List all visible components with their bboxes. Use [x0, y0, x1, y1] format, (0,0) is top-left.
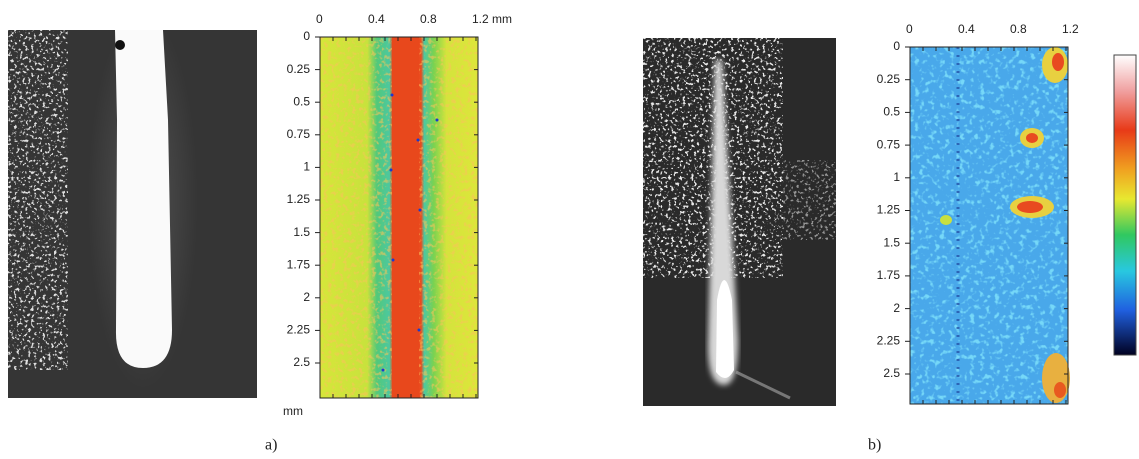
y-tick-label: 2 — [893, 301, 900, 315]
x-tick-label: 1.2 mm — [472, 12, 512, 26]
y-tick-label: 2.5 — [883, 366, 900, 380]
y-tick-label: 0.75 — [287, 127, 311, 141]
y-tick-label: 1.25 — [877, 203, 901, 217]
y-tick-label: 0.75 — [877, 137, 901, 151]
y-tick-label: 2.5 — [293, 355, 310, 369]
panel-caption: b) — [868, 437, 881, 454]
y-tick-label: 1 — [893, 170, 900, 184]
y-tick-label: 0.25 — [287, 62, 311, 76]
y-tick-label: 0 — [893, 39, 900, 53]
x-tick-label: 0.4 — [368, 12, 385, 26]
y-tick-label: 1.25 — [287, 192, 311, 206]
y-tick-label: 1.75 — [877, 268, 901, 282]
y-tick-label: 1.5 — [293, 225, 310, 239]
y-tick-label: 1.75 — [287, 257, 311, 271]
y-tick-label: 0.5 — [293, 94, 310, 108]
y-tick-label: 2.25 — [877, 333, 901, 347]
x-tick-label: 0 — [316, 12, 323, 26]
x-tick-label: 0 — [906, 22, 913, 36]
axis-unit: mm — [283, 404, 303, 418]
y-tick-label: 0 — [303, 29, 310, 43]
height-map-a — [319, 36, 479, 399]
y-tick-label: 2 — [303, 290, 310, 304]
colorbar — [1113, 54, 1137, 356]
hot-spots — [940, 47, 1070, 403]
micrograph-b — [643, 38, 836, 406]
x-tick-label: 0.8 — [1010, 22, 1027, 36]
height-map-b — [909, 46, 1070, 405]
micrograph-a — [8, 10, 257, 398]
y-tick-label: 2.25 — [287, 323, 311, 337]
y-tick-label: 0.25 — [877, 72, 901, 86]
panel-caption: a) — [265, 437, 277, 454]
y-tick-label: 1 — [303, 160, 310, 174]
y-tick-label: 0.5 — [883, 105, 900, 119]
x-tick-label: 1.2 — [1062, 22, 1079, 36]
y-tick-label: 1.5 — [883, 235, 900, 249]
x-tick-label: 0.8 — [420, 12, 437, 26]
x-tick-label: 0.4 — [958, 22, 975, 36]
